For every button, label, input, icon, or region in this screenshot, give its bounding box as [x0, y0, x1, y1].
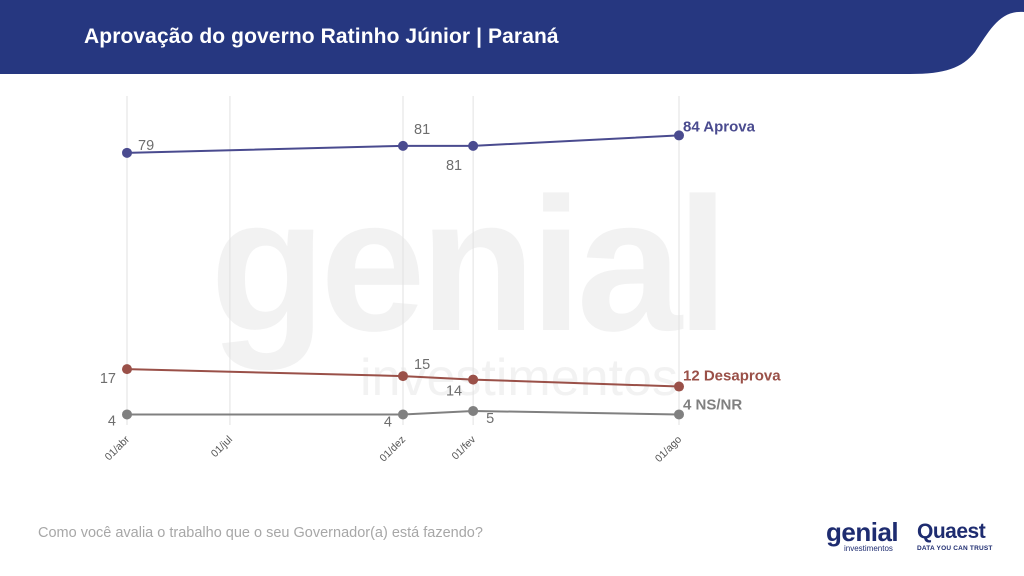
data-point [122, 364, 132, 375]
genial-logo-sub: investimentos [844, 544, 893, 553]
data-point [398, 409, 408, 420]
x-tick-label: 01/ago [653, 434, 684, 465]
data-label: 4 [108, 413, 116, 429]
x-tick-label: 01/abr [103, 433, 133, 463]
x-tick-label: 01/dez [377, 434, 408, 465]
end-label: 84 Aprova [683, 118, 756, 135]
x-tick-label: 01/jul [209, 434, 235, 460]
series: 79 81 81 84 Aprova 17 15 14 12 Desaprova 4 4 5 4 NS… [100, 118, 781, 430]
series-line [127, 409, 680, 416]
series-line [126, 368, 680, 388]
data-label: 17 [100, 371, 116, 387]
data-label: 81 [446, 158, 462, 174]
quaest-logo: Quaest DATA YOU CAN TRUST [917, 521, 997, 557]
x-axis-ticks: 01/abr 01/jul 01/dez 01/fev 01/ago [103, 433, 685, 465]
data-point [398, 371, 408, 382]
data-point [122, 147, 132, 158]
header-banner [0, 0, 1024, 74]
data-point [398, 140, 408, 151]
data-point [674, 130, 684, 141]
survey-question: Como você avalia o trabalho que o seu Go… [38, 525, 483, 541]
x-tick-label: 01/fev [450, 433, 479, 462]
series-aprova: 79 81 81 84 Aprova [122, 118, 756, 174]
quaest-logo-word: Quaest [917, 520, 986, 543]
quaest-logo-sub: DATA YOU CAN TRUST [917, 545, 993, 552]
series-line [126, 134, 680, 154]
data-point [468, 374, 479, 385]
end-label: 12 Desaprova [683, 368, 781, 385]
data-label: 79 [138, 138, 154, 154]
data-label: 4 [384, 414, 392, 430]
genial-logo-word: genial [826, 517, 899, 547]
data-label: 14 [446, 384, 462, 400]
genial-logo: genial investimentos [826, 519, 906, 559]
data-label: 5 [486, 411, 494, 427]
data-label: 15 [414, 357, 430, 373]
data-point [122, 409, 132, 420]
page-title: Aprovação do governo Ratinho Júnior | Pa… [84, 25, 559, 48]
series-desaprova: 17 15 14 12 Desaprova [100, 357, 781, 399]
end-label: 4 NS/NR [683, 396, 742, 413]
data-point [468, 405, 479, 416]
data-point [468, 140, 479, 151]
data-label: 81 [414, 122, 430, 138]
header-banner-shape [0, 0, 1024, 74]
data-point [674, 381, 684, 392]
series-ns-nr: 4 4 5 4 NS/NR [108, 396, 742, 430]
data-point [674, 409, 684, 420]
